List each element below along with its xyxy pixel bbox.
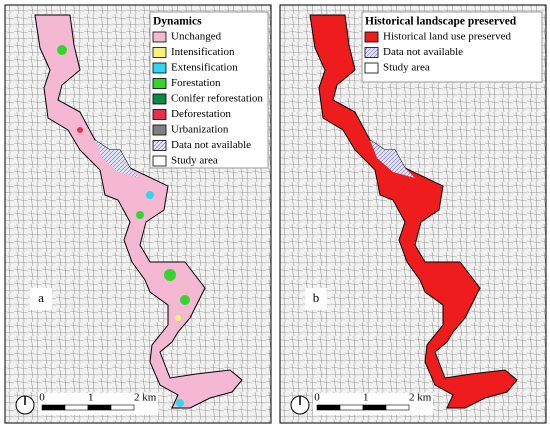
legend-swatch [152,62,167,74]
scale-label: 1 [363,392,369,404]
legend-label: Study area [383,62,430,74]
legend-swatch [364,62,379,74]
legend-swatch [152,109,167,120]
legend-label: Deforestation [171,108,231,120]
panel-label-box [305,288,327,310]
legend-label: Historical land use preserved [383,31,511,43]
legend-swatch [364,47,379,58]
panel-b: Historical landscape preserved Historical… [279,4,547,424]
legend-label: Data not available [383,46,463,58]
scale-bar: 0 1 2 km [15,392,158,415]
legend-label: Unchanged [171,31,222,43]
legend-swatch [152,47,167,58]
scale-label: 2 km [134,392,157,404]
patches [57,45,190,407]
legend-title: Historical landscape preserved [365,16,517,28]
scale-bar: 0 1 2 km [290,392,433,415]
legend: Dynamics Unchanged Intensification Extensif… [152,16,263,167]
legend-swatch [152,93,167,105]
legend-label: Intensification [171,46,235,58]
legend-label: Conifer reforestation [171,93,263,105]
scale-segment [339,404,364,411]
panel-label-box [30,288,52,310]
scale-label: 2 km [409,392,432,404]
scale-segment [362,404,387,411]
legend: Historical landscape preserved Historical… [364,16,517,74]
legend-title: Dynamics [153,16,202,28]
scale-segment [41,404,66,411]
scale-segment [64,404,89,411]
panel-label: b [313,290,320,305]
scale-label: 0 [39,392,45,404]
scale-segment [87,404,112,411]
legend-swatch [152,31,167,43]
scale-segment [385,404,410,411]
legend-swatch [152,124,167,136]
legend-label: Extensification [171,62,238,74]
scale-segment [316,404,341,411]
legend-swatch [152,140,167,151]
scale-label: 0 [314,392,320,404]
legend-label: Data not available [171,139,251,151]
legend-swatch [152,78,167,89]
legend-swatch [152,155,167,167]
scale-segment [110,404,135,411]
legend-swatch [364,31,379,43]
scale-label: 1 [88,392,94,404]
legend-label: Study area [171,155,218,167]
legend-label: Forestation [171,77,221,89]
legend-label: Urbanization [171,124,229,136]
panel-label: a [38,290,44,305]
panel-a: Dynamics Unchanged Intensification Extensif… [4,4,272,424]
